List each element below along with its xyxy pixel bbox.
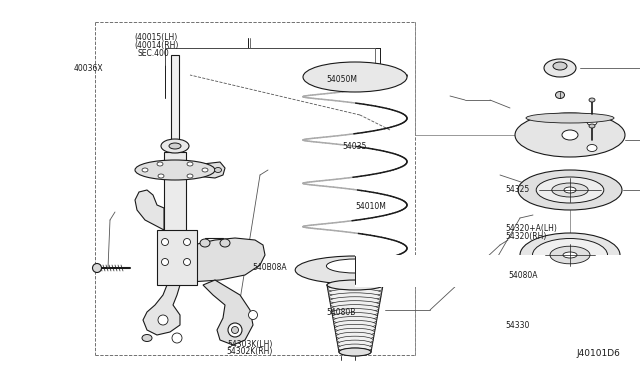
Ellipse shape: [536, 177, 604, 203]
Bar: [157, 230, 197, 285]
Polygon shape: [143, 285, 180, 335]
Ellipse shape: [526, 113, 614, 123]
Text: 40036X: 40036X: [74, 64, 103, 73]
Ellipse shape: [562, 130, 578, 140]
Ellipse shape: [327, 280, 383, 290]
Ellipse shape: [327, 281, 383, 289]
Text: 54035: 54035: [342, 142, 367, 151]
Ellipse shape: [335, 328, 374, 336]
Polygon shape: [164, 238, 265, 285]
Ellipse shape: [248, 311, 257, 320]
Ellipse shape: [158, 315, 168, 325]
Text: J40101D6: J40101D6: [576, 349, 620, 358]
Ellipse shape: [334, 320, 376, 328]
Ellipse shape: [552, 183, 588, 197]
Ellipse shape: [564, 187, 576, 193]
Text: 54010M: 54010M: [355, 202, 386, 211]
Ellipse shape: [161, 139, 189, 153]
Text: (40014(RH): (40014(RH): [134, 41, 179, 50]
Ellipse shape: [589, 124, 595, 128]
Ellipse shape: [169, 143, 181, 149]
Text: 54302K(RH): 54302K(RH): [227, 347, 273, 356]
Ellipse shape: [187, 174, 193, 178]
Ellipse shape: [328, 289, 381, 297]
Text: 54320(RH): 54320(RH): [506, 232, 547, 241]
Ellipse shape: [520, 233, 620, 277]
Ellipse shape: [295, 256, 415, 284]
Bar: [171, 55, 179, 140]
Text: 54320+A(LH): 54320+A(LH): [506, 224, 557, 233]
Ellipse shape: [200, 239, 210, 247]
Ellipse shape: [550, 246, 590, 264]
Bar: [355, 255, 640, 287]
Ellipse shape: [332, 305, 379, 312]
Ellipse shape: [563, 252, 577, 258]
Ellipse shape: [328, 285, 382, 293]
Ellipse shape: [333, 312, 378, 321]
Ellipse shape: [220, 239, 230, 247]
Text: SEC.400: SEC.400: [138, 49, 170, 58]
Polygon shape: [203, 280, 253, 345]
Ellipse shape: [161, 259, 168, 266]
Ellipse shape: [228, 323, 242, 337]
Text: 54303K(LH): 54303K(LH): [227, 340, 272, 349]
Ellipse shape: [232, 327, 239, 334]
Ellipse shape: [184, 259, 191, 266]
Ellipse shape: [587, 144, 597, 151]
Ellipse shape: [158, 174, 164, 178]
Ellipse shape: [556, 92, 564, 99]
Ellipse shape: [184, 238, 191, 246]
Ellipse shape: [329, 293, 381, 301]
Ellipse shape: [142, 334, 152, 341]
Ellipse shape: [335, 324, 375, 332]
Ellipse shape: [202, 168, 208, 172]
Text: 54080A: 54080A: [509, 271, 538, 280]
Text: 54050M: 54050M: [326, 76, 357, 84]
Ellipse shape: [214, 167, 221, 173]
Ellipse shape: [187, 162, 193, 166]
Text: 54325: 54325: [506, 185, 530, 194]
Ellipse shape: [332, 309, 378, 317]
Ellipse shape: [587, 119, 597, 125]
Ellipse shape: [337, 336, 373, 344]
Bar: [164, 152, 186, 245]
Ellipse shape: [326, 259, 383, 273]
Ellipse shape: [330, 297, 380, 305]
Ellipse shape: [532, 238, 607, 272]
Text: 54080B: 54080B: [326, 308, 356, 317]
Ellipse shape: [93, 263, 102, 273]
Ellipse shape: [544, 59, 576, 77]
Ellipse shape: [303, 62, 407, 92]
Polygon shape: [186, 162, 225, 178]
Ellipse shape: [333, 317, 377, 324]
Ellipse shape: [337, 340, 372, 348]
Polygon shape: [135, 190, 164, 230]
Ellipse shape: [142, 168, 148, 172]
Ellipse shape: [553, 62, 567, 70]
Text: 540B08A: 540B08A: [253, 263, 287, 272]
Text: 54330: 54330: [506, 321, 530, 330]
Ellipse shape: [339, 348, 371, 356]
Ellipse shape: [515, 113, 625, 157]
Ellipse shape: [518, 170, 622, 210]
Ellipse shape: [161, 238, 168, 246]
Ellipse shape: [589, 98, 595, 102]
Ellipse shape: [172, 333, 182, 343]
Ellipse shape: [157, 162, 163, 166]
Ellipse shape: [135, 160, 215, 180]
Ellipse shape: [339, 348, 371, 356]
Ellipse shape: [330, 301, 380, 309]
Ellipse shape: [336, 332, 374, 340]
Text: (40015(LH): (40015(LH): [134, 33, 178, 42]
Ellipse shape: [339, 344, 372, 352]
